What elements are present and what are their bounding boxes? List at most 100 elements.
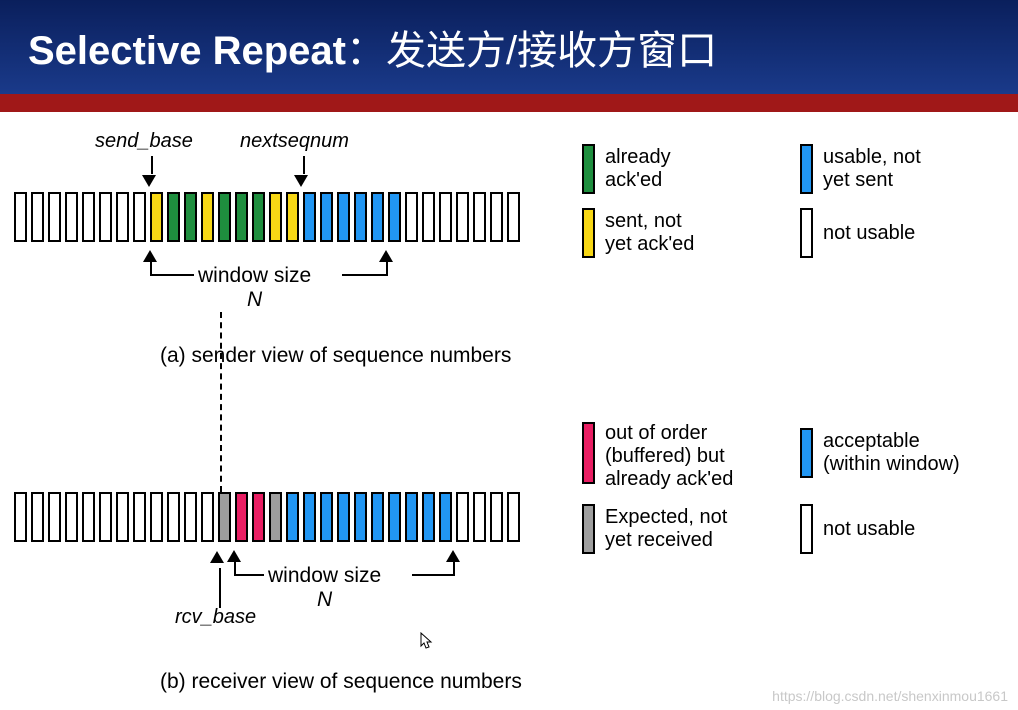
sequence-slot	[269, 492, 282, 542]
sequence-slot	[490, 192, 503, 242]
sequence-slot	[133, 192, 146, 242]
sequence-slot	[371, 492, 384, 542]
sequence-slot	[150, 192, 163, 242]
rcv-base-arrow	[216, 550, 224, 608]
sequence-slot	[473, 492, 486, 542]
send-base-label: send_base	[95, 130, 193, 153]
sequence-slot	[439, 192, 452, 242]
sequence-slot	[184, 492, 197, 542]
legend-white-receiver: not usable	[800, 504, 915, 554]
title-cn: 发送方/接收方窗口	[386, 29, 717, 73]
sequence-slot	[303, 192, 316, 242]
sequence-slot	[82, 192, 95, 242]
slide-header: Selective Repeat：发送方/接收方窗口	[0, 0, 1018, 94]
legend-white-receiver-text: not usable	[823, 518, 915, 541]
sequence-slot	[422, 192, 435, 242]
legend-blue-sender-text: usable, notyet sent	[823, 146, 921, 192]
legend-green-text: alreadyack'ed	[605, 146, 671, 192]
sender-window-label: window size N	[198, 264, 311, 312]
legend-blue-receiver: acceptable(within window)	[800, 428, 960, 478]
receiver-window-label: window size N	[268, 564, 381, 612]
sender-caption: (a) sender view of sequence numbers	[160, 344, 511, 368]
send-base-arrow	[148, 156, 156, 192]
sequence-slot	[473, 192, 486, 242]
legend-white-sender-text: not usable	[823, 222, 915, 245]
sequence-slot	[405, 492, 418, 542]
sequence-slot	[218, 192, 231, 242]
cursor-icon	[420, 632, 434, 653]
sequence-slot	[456, 192, 469, 242]
title-sep: ：	[346, 29, 386, 73]
nextseqnum-arrow	[300, 156, 308, 192]
sequence-slot	[14, 492, 27, 542]
legend-green: alreadyack'ed	[582, 144, 671, 194]
swatch-white-receiver	[800, 504, 813, 554]
sequence-slot	[286, 492, 299, 542]
legend-yellow: sent, notyet ack'ed	[582, 208, 694, 258]
legend-pink: out of order(buffered) butalready ack'ed	[582, 422, 733, 491]
swatch-white-sender	[800, 208, 813, 258]
sequence-slot	[371, 192, 384, 242]
sequence-slot	[167, 192, 180, 242]
receiver-caption: (b) receiver view of sequence numbers	[160, 670, 522, 694]
swatch-green	[582, 144, 595, 194]
sequence-slot	[388, 492, 401, 542]
sequence-slot	[303, 492, 316, 542]
sequence-slot	[269, 192, 282, 242]
rcv-base-label: rcv_base	[175, 606, 256, 629]
sequence-slot	[252, 492, 265, 542]
sequence-slot	[99, 192, 112, 242]
legend-blue-receiver-text: acceptable(within window)	[823, 430, 960, 476]
dashed-connector	[220, 312, 222, 492]
receiver-sequence-row	[14, 492, 520, 542]
red-divider	[0, 94, 1018, 112]
sequence-slot	[507, 192, 520, 242]
sequence-slot	[150, 492, 163, 542]
sequence-slot	[337, 192, 350, 242]
sequence-slot	[337, 492, 350, 542]
watermark: https://blog.csdn.net/shenxinmou1661	[772, 688, 1008, 704]
title-en: Selective Repeat	[28, 29, 346, 73]
sequence-slot	[490, 492, 503, 542]
sequence-slot	[65, 192, 78, 242]
sequence-slot	[218, 492, 231, 542]
legend-gray-text: Expected, notyet received	[605, 506, 727, 552]
legend-pink-text: out of order(buffered) butalready ack'ed	[605, 422, 733, 491]
sequence-slot	[439, 492, 452, 542]
sequence-slot	[167, 492, 180, 542]
sequence-slot	[354, 492, 367, 542]
sequence-slot	[48, 492, 61, 542]
sequence-slot	[354, 192, 367, 242]
swatch-pink	[582, 422, 595, 484]
sequence-slot	[235, 492, 248, 542]
sequence-slot	[201, 192, 214, 242]
nextseqnum-label: nextseqnum	[240, 130, 349, 153]
swatch-yellow	[582, 208, 595, 258]
sequence-slot	[507, 492, 520, 542]
sequence-slot	[133, 492, 146, 542]
sequence-slot	[320, 192, 333, 242]
swatch-blue-receiver	[800, 428, 813, 478]
legend-gray: Expected, notyet received	[582, 504, 727, 554]
sequence-slot	[14, 192, 27, 242]
sequence-slot	[252, 192, 265, 242]
sequence-slot	[184, 192, 197, 242]
sequence-slot	[235, 192, 248, 242]
sequence-slot	[65, 492, 78, 542]
sequence-slot	[116, 492, 129, 542]
sequence-slot	[286, 192, 299, 242]
sequence-slot	[116, 192, 129, 242]
sequence-slot	[405, 192, 418, 242]
sequence-slot	[82, 492, 95, 542]
sender-sequence-row	[14, 192, 520, 242]
legend-blue-sender: usable, notyet sent	[800, 144, 921, 194]
legend-white-sender: not usable	[800, 208, 915, 258]
legend-yellow-text: sent, notyet ack'ed	[605, 210, 694, 256]
sequence-slot	[48, 192, 61, 242]
sequence-slot	[31, 492, 44, 542]
sequence-slot	[422, 492, 435, 542]
swatch-gray	[582, 504, 595, 554]
sequence-slot	[31, 192, 44, 242]
sequence-slot	[456, 492, 469, 542]
swatch-blue-sender	[800, 144, 813, 194]
